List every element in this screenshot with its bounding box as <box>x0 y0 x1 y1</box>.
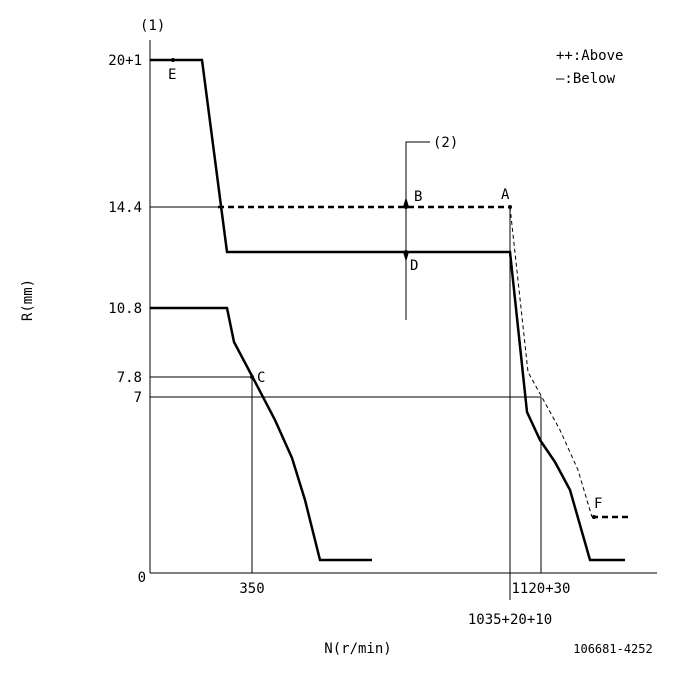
label: (2) <box>433 135 458 151</box>
y-tick-label: 20+1 <box>108 53 142 69</box>
legend-entry: —:Below <box>556 71 616 87</box>
above-curve-drop <box>509 206 593 518</box>
guide-lines <box>150 141 542 600</box>
point-label: C <box>257 370 265 386</box>
point-label: F <box>594 496 602 512</box>
legend-entry: ++:Above <box>556 48 623 64</box>
x-axis-title: N(r/min) <box>324 641 391 657</box>
y-tick-label: 10.8 <box>108 301 142 317</box>
y-tick-label: 14.4 <box>108 200 142 216</box>
below-lower-curve <box>150 306 372 562</box>
point-label: B <box>414 189 422 205</box>
x-tick-label: 350 <box>239 581 264 597</box>
code: 106681-4252 <box>573 642 652 656</box>
x-tick-label: 1035+20+10 <box>468 612 552 628</box>
point-dots <box>171 58 596 519</box>
x-tick-label: 1120+30 <box>511 581 570 597</box>
y-tick-label: 7.8 <box>117 370 142 386</box>
point-label: E <box>168 67 176 83</box>
y-tick-label: 7 <box>134 390 142 406</box>
point-label: A <box>501 187 510 203</box>
point-label: D <box>410 258 418 274</box>
y-tick-label: 0 <box>138 570 146 586</box>
label: (1) <box>140 18 165 34</box>
y-axis-title: R(mm) <box>20 279 36 321</box>
below-upper-curve <box>150 58 625 562</box>
